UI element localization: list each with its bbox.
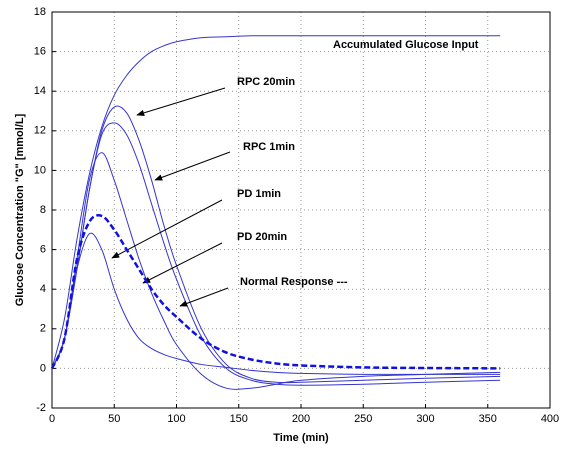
annotation-arrow bbox=[136, 87, 226, 116]
x-tick-label: 300 bbox=[416, 413, 434, 425]
series-line bbox=[51, 152, 501, 390]
annotation: Normal Response --- bbox=[240, 276, 348, 288]
y-tick-label: -2 bbox=[36, 402, 46, 414]
y-tick-label: 0 bbox=[40, 362, 46, 374]
y-tick-label: 4 bbox=[40, 283, 46, 295]
x-tick-label: 0 bbox=[49, 413, 55, 425]
plot-frame bbox=[51, 11, 551, 409]
x-tick-label: 100 bbox=[167, 413, 185, 425]
annotation: PD 20min bbox=[237, 231, 287, 243]
annotation-arrow bbox=[154, 151, 231, 181]
y-tick-label: 16 bbox=[34, 46, 46, 58]
x-tick-label: 250 bbox=[354, 413, 372, 425]
x-tick-label: 200 bbox=[292, 413, 310, 425]
x-tick-label: 400 bbox=[541, 413, 559, 425]
y-axis-label: Glucose Concentration "G" [mmol/L] bbox=[14, 113, 26, 306]
x-axis-label: Time (min) bbox=[273, 432, 329, 444]
annotation-arrow bbox=[111, 199, 223, 259]
y-tick-label: 14 bbox=[34, 85, 46, 97]
y-tick-label: 12 bbox=[34, 125, 46, 137]
series-line bbox=[51, 35, 501, 369]
x-tick-label: 50 bbox=[108, 413, 120, 425]
y-tick-label: 2 bbox=[40, 323, 46, 335]
annotation: RPC 1min bbox=[243, 141, 295, 153]
y-tick-label: 6 bbox=[40, 244, 46, 256]
annotation: RPC 20min bbox=[237, 76, 295, 88]
series-line bbox=[51, 232, 501, 375]
y-tick-label: 18 bbox=[34, 6, 46, 18]
y-tick-label: 10 bbox=[34, 164, 46, 176]
series-line bbox=[51, 122, 501, 386]
annotation: PD 1min bbox=[237, 188, 281, 200]
annotation-arrow bbox=[142, 242, 223, 284]
y-tick-label: 8 bbox=[40, 204, 46, 216]
x-tick-label: 350 bbox=[479, 413, 497, 425]
annotation-arrow bbox=[179, 287, 229, 307]
annotation: Accumulated Glucose Input bbox=[333, 39, 479, 51]
x-tick-label: 150 bbox=[230, 413, 248, 425]
